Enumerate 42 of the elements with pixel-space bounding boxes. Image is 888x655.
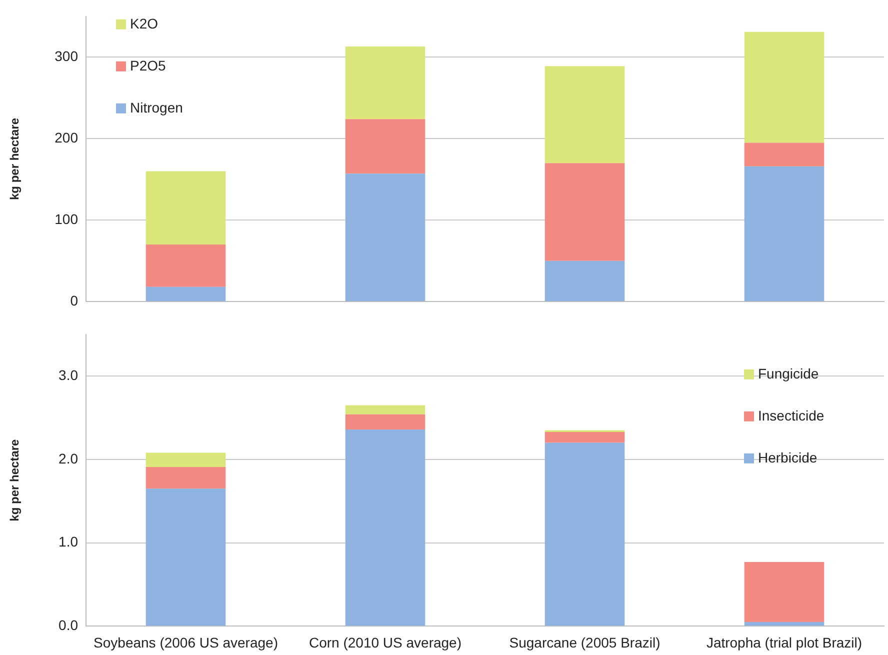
y-tick-label: 0 (70, 292, 78, 308)
y-tick-label: 1.0 (58, 534, 78, 550)
bar (744, 166, 824, 302)
legend-label: P2O5 (130, 57, 166, 74)
bar (345, 405, 426, 414)
bar (345, 429, 426, 626)
bar (345, 119, 426, 174)
x-tick-label: Corn (2010 US average) (308, 634, 462, 650)
bar (146, 488, 226, 626)
bar (544, 442, 625, 626)
y-tick-label: 100 (54, 210, 78, 227)
bar (744, 32, 824, 143)
bar (146, 171, 226, 245)
bar (544, 432, 625, 443)
bar (146, 452, 226, 467)
bar (146, 244, 226, 287)
bar (345, 46, 426, 120)
y-tick-label: 300 (54, 48, 78, 64)
legend-label: K2O (130, 15, 158, 32)
y-tick-label: 2.0 (58, 450, 78, 466)
bar (345, 174, 426, 302)
bar (744, 142, 824, 166)
bar (544, 260, 625, 302)
legend-label: Herbicide (758, 449, 818, 466)
bar (146, 286, 226, 302)
x-tick-label: Sugarcane (2005 Brazil) (509, 634, 660, 650)
legend-label: Insecticide (758, 407, 824, 424)
bar (544, 66, 625, 164)
bar (744, 622, 824, 626)
x-tick-label: Jatropha (trial plot Brazil) (706, 634, 862, 650)
bar (345, 414, 426, 430)
bar (146, 466, 226, 489)
y-axis-title: kg per hectare (8, 438, 22, 522)
legend-label: Nitrogen (130, 99, 183, 116)
legend-label: Fungicide (758, 365, 819, 382)
x-tick-label: Soybeans (2006 US average) (94, 634, 278, 650)
y-axis-title: kg per hectare (8, 118, 22, 200)
y-tick-label: 200 (54, 129, 78, 146)
bar (544, 163, 625, 261)
y-tick-label: 0.0 (58, 617, 78, 634)
bar (744, 562, 824, 622)
y-tick-label: 3.0 (58, 366, 78, 383)
